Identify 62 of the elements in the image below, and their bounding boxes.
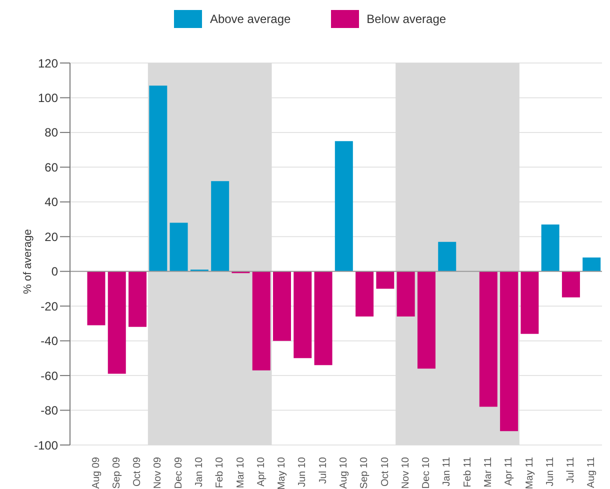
y-tick-label: 100 — [38, 90, 58, 105]
y-tick-label: -40 — [40, 334, 58, 348]
y-axis-title: % of average — [22, 229, 34, 294]
y-tick-label: 40 — [44, 195, 58, 210]
bar — [170, 222, 188, 272]
x-tick-label: May 11 — [524, 456, 536, 489]
bar — [252, 271, 270, 370]
y-tick-label: -100 — [34, 438, 58, 452]
x-tick-label: Apr 10 — [256, 456, 267, 486]
legend-label: Below average — [366, 12, 446, 26]
y-tick-label: -60 — [40, 368, 58, 383]
x-tick-label: Aug 10 — [338, 456, 350, 489]
x-tick-label: Feb 10 — [214, 456, 226, 488]
bar — [541, 224, 560, 272]
x-tick-label: Jun 11 — [544, 456, 556, 486]
bar — [314, 271, 332, 366]
x-tick-label: Apr 11 — [504, 456, 515, 486]
x-tick-label: Oct 09 — [132, 456, 144, 486]
x-tick-label: Dec 10 — [421, 456, 432, 489]
x-tick-label: Mar 11 — [482, 456, 494, 488]
y-tick-label: -80 — [40, 404, 58, 418]
x-tick-label: Dec 09 — [173, 456, 184, 489]
legend-label: Above average — [210, 12, 291, 26]
bar — [211, 181, 230, 272]
x-tick-label: Feb 11 — [462, 456, 474, 488]
x-tick-label: Nov 09 — [152, 456, 164, 489]
bar — [334, 141, 353, 272]
bar — [149, 86, 168, 272]
bar — [479, 271, 498, 407]
x-tick-label: Sep 10 — [359, 456, 370, 489]
y-tick-label: 120 — [38, 56, 58, 70]
x-tick-label: Aug 11 — [586, 456, 598, 488]
x-tick-label: Mar 10 — [235, 456, 246, 488]
y-tick-label: 80 — [44, 126, 58, 140]
bar — [108, 271, 126, 374]
x-tick-label: May 10 — [276, 456, 288, 489]
bar — [356, 271, 374, 317]
bar — [520, 271, 539, 334]
y-tick-label: -20 — [40, 299, 58, 314]
bar — [582, 257, 601, 272]
bar — [562, 271, 580, 298]
bar — [417, 271, 436, 369]
x-tick-label: Jun 10 — [297, 456, 308, 488]
x-tick-label: Jan 11 — [442, 456, 453, 486]
y-tick-label: 0 — [51, 264, 58, 279]
bar — [273, 271, 291, 341]
bar — [438, 242, 456, 272]
x-tick-label: Jul 11 — [566, 456, 577, 483]
bar — [396, 271, 415, 317]
x-tick-label: Aug 09 — [90, 456, 102, 489]
x-tick-label: Sep 09 — [111, 456, 122, 489]
bar — [376, 271, 394, 289]
bar — [500, 271, 518, 432]
y-tick-label: 60 — [44, 160, 58, 174]
bar — [294, 271, 312, 358]
x-tick-label: Nov 10 — [400, 456, 412, 489]
bar — [87, 271, 106, 326]
bar — [128, 271, 147, 327]
y-tick-label: 20 — [44, 230, 58, 244]
x-tick-label: Jul 10 — [318, 456, 329, 484]
x-tick-label: Jan 10 — [194, 456, 206, 488]
x-tick-label: Oct 10 — [380, 456, 391, 486]
